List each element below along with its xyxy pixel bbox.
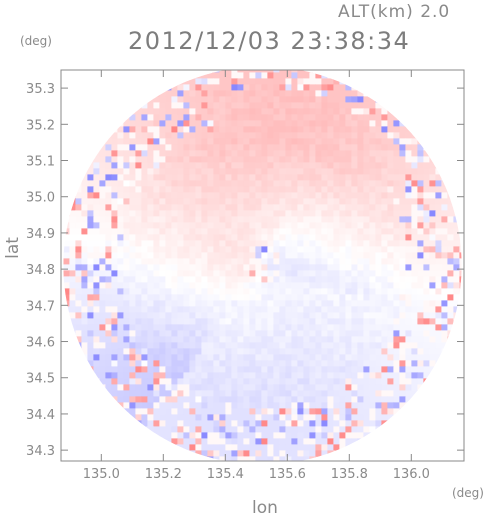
altitude-label: ALT(km) 2.0: [338, 2, 451, 22]
x-tick-label: 135.4: [207, 467, 244, 482]
y-tick-label: 34.3: [26, 444, 55, 459]
y-tick-label: 34.9: [26, 227, 55, 242]
x-tick-label: 135.8: [331, 467, 368, 482]
y-tick-label: 34.6: [26, 336, 55, 351]
y-tick-label: 34.7: [26, 299, 55, 314]
x-tick-label: 135.2: [145, 467, 182, 482]
x-tick-label: 136.0: [393, 467, 430, 482]
y-tick-label: 34.8: [26, 263, 55, 278]
plot-frame: [60, 69, 465, 462]
y-tick-label: 34.5: [26, 372, 55, 387]
x-axis-title: lon: [252, 498, 278, 518]
x-tick-label: 135.0: [83, 467, 120, 482]
axis-ticks: 135.0 135.2 135.4 135.6 135.8 136.0 34.3 34.4 34…: [26, 70, 464, 482]
y-tick-label: 35.0: [26, 191, 55, 206]
x-axis-unit: (deg): [452, 486, 484, 500]
y-tick-label: 35.3: [26, 82, 55, 97]
radar-velocity-field: [63, 70, 462, 461]
y-axis-unit: (deg): [20, 34, 52, 48]
y-tick-label: 34.4: [26, 408, 55, 423]
x-tick-label: 135.6: [269, 467, 306, 482]
chart-title-timestamp: 2012/12/03 23:38:34: [128, 27, 411, 55]
y-axis-title: lat: [3, 237, 23, 259]
y-tick-label: 35.1: [26, 155, 55, 170]
y-tick-label: 35.2: [26, 118, 55, 133]
